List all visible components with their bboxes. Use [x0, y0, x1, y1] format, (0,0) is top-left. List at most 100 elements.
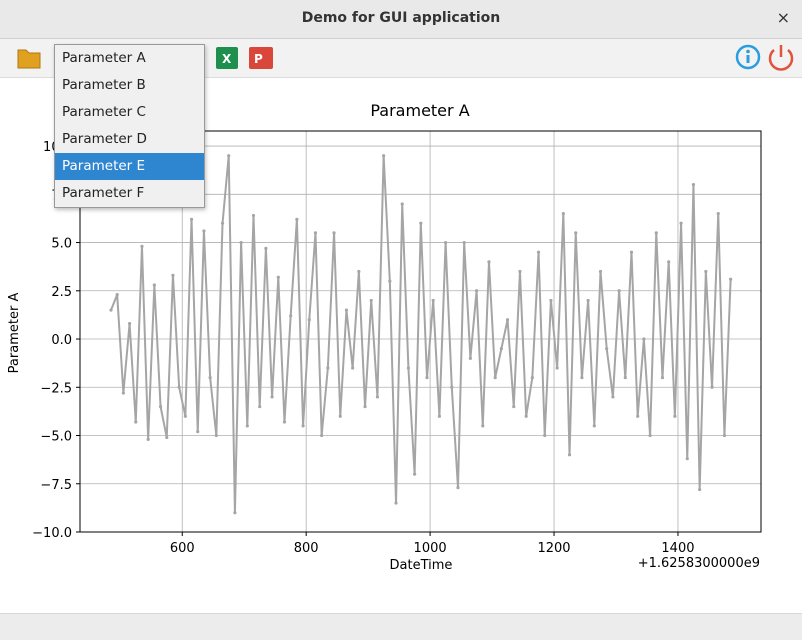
close-button[interactable]: ×	[776, 8, 790, 27]
data-point	[549, 298, 553, 303]
info-button[interactable]	[735, 44, 761, 70]
data-point	[698, 487, 702, 492]
data-point	[636, 414, 640, 418]
excel-button[interactable]: X	[216, 47, 238, 69]
y-tick-label: 5.0	[51, 237, 72, 252]
parameter-dropdown[interactable]: Parameter A Parameter B Parameter C Paramet…	[54, 44, 205, 208]
data-point	[289, 314, 293, 318]
powerpoint-button[interactable]: P	[249, 47, 273, 69]
dropdown-item[interactable]: Parameter D	[62, 131, 147, 147]
data-point	[431, 298, 435, 303]
x-tick-label: 800	[294, 541, 319, 556]
data-point	[536, 250, 541, 254]
x-offset-label: +1.6258300000e9	[638, 556, 760, 571]
data-point	[598, 269, 603, 274]
data-point	[443, 240, 448, 245]
data-point	[660, 376, 665, 380]
data-point	[629, 250, 634, 254]
data-point	[196, 430, 200, 434]
data-point	[146, 437, 150, 441]
data-point	[251, 213, 256, 218]
data-point	[543, 433, 547, 438]
data-point	[722, 433, 727, 438]
y-tick-label: −10.0	[32, 526, 72, 541]
data-point	[592, 424, 596, 428]
y-tick-label: −7.5	[40, 478, 72, 493]
y-tick-label: 0.0	[51, 333, 72, 348]
data-point	[320, 433, 324, 438]
data-point	[487, 260, 491, 264]
status-bar	[0, 613, 802, 640]
data-point	[282, 420, 287, 424]
data-point	[121, 391, 125, 395]
dropdown-item[interactable]: Parameter A	[62, 50, 146, 66]
data-point	[611, 395, 615, 399]
data-point	[474, 289, 479, 293]
dropdown-item[interactable]: Parameter E	[55, 153, 204, 180]
data-point	[481, 424, 485, 428]
dropdown-item[interactable]: Parameter B	[62, 77, 146, 93]
data-point	[245, 424, 249, 428]
chart-title: Parameter A	[370, 101, 469, 120]
data-point	[623, 376, 627, 380]
x-tick-label: 1200	[537, 541, 570, 556]
data-point	[617, 289, 621, 293]
dropdown-item[interactable]: Parameter C	[62, 104, 146, 120]
open-folder-button[interactable]	[17, 49, 41, 69]
data-point	[574, 231, 578, 235]
data-point	[685, 457, 689, 461]
data-point	[499, 347, 503, 351]
data-point	[691, 183, 696, 187]
data-point	[468, 356, 472, 360]
data-point	[177, 385, 181, 389]
data-point	[307, 318, 311, 322]
data-point	[140, 244, 144, 248]
data-point	[127, 321, 132, 326]
data-point	[171, 273, 175, 277]
data-point	[208, 376, 212, 380]
title-bar: Demo for GUI application ×	[0, 0, 802, 39]
data-point	[332, 231, 336, 235]
y-tick-label: −2.5	[40, 381, 72, 396]
data-point	[406, 366, 411, 370]
data-point	[555, 366, 559, 370]
data-point	[530, 376, 534, 380]
data-point	[716, 211, 720, 216]
data-point	[351, 366, 355, 370]
data-point	[580, 376, 584, 380]
data-point	[258, 404, 262, 409]
window-title: Demo for GUI application	[301, 10, 501, 26]
data-point	[220, 221, 225, 225]
data-point	[394, 501, 398, 505]
data-point	[264, 246, 268, 250]
data-point	[326, 366, 330, 370]
dropdown-item[interactable]: Parameter F	[62, 185, 145, 201]
data-point	[214, 433, 218, 438]
data-point	[567, 453, 572, 457]
data-point	[493, 376, 497, 380]
power-button[interactable]	[768, 45, 794, 71]
data-point	[667, 260, 671, 264]
data-point	[710, 385, 714, 389]
data-point	[512, 404, 516, 409]
data-point	[654, 231, 658, 235]
data-point	[344, 308, 349, 312]
data-point	[165, 435, 169, 440]
data-line	[110, 155, 732, 513]
data-point	[202, 229, 206, 233]
plot-frame	[79, 130, 762, 533]
data-point	[673, 414, 677, 418]
data-point	[642, 337, 646, 341]
x-tick-label: 1000	[414, 541, 447, 556]
data-point	[605, 347, 609, 351]
data-point	[109, 308, 113, 312]
y-axis-label: Parameter A	[7, 293, 22, 374]
y-tick-label: −5.0	[40, 430, 72, 445]
data-point	[369, 298, 373, 303]
y-tick-label: 2.5	[51, 285, 72, 300]
data-point	[456, 486, 460, 490]
data-point	[183, 414, 187, 418]
x-tick-label: 600	[170, 541, 195, 556]
data-point	[462, 240, 466, 245]
